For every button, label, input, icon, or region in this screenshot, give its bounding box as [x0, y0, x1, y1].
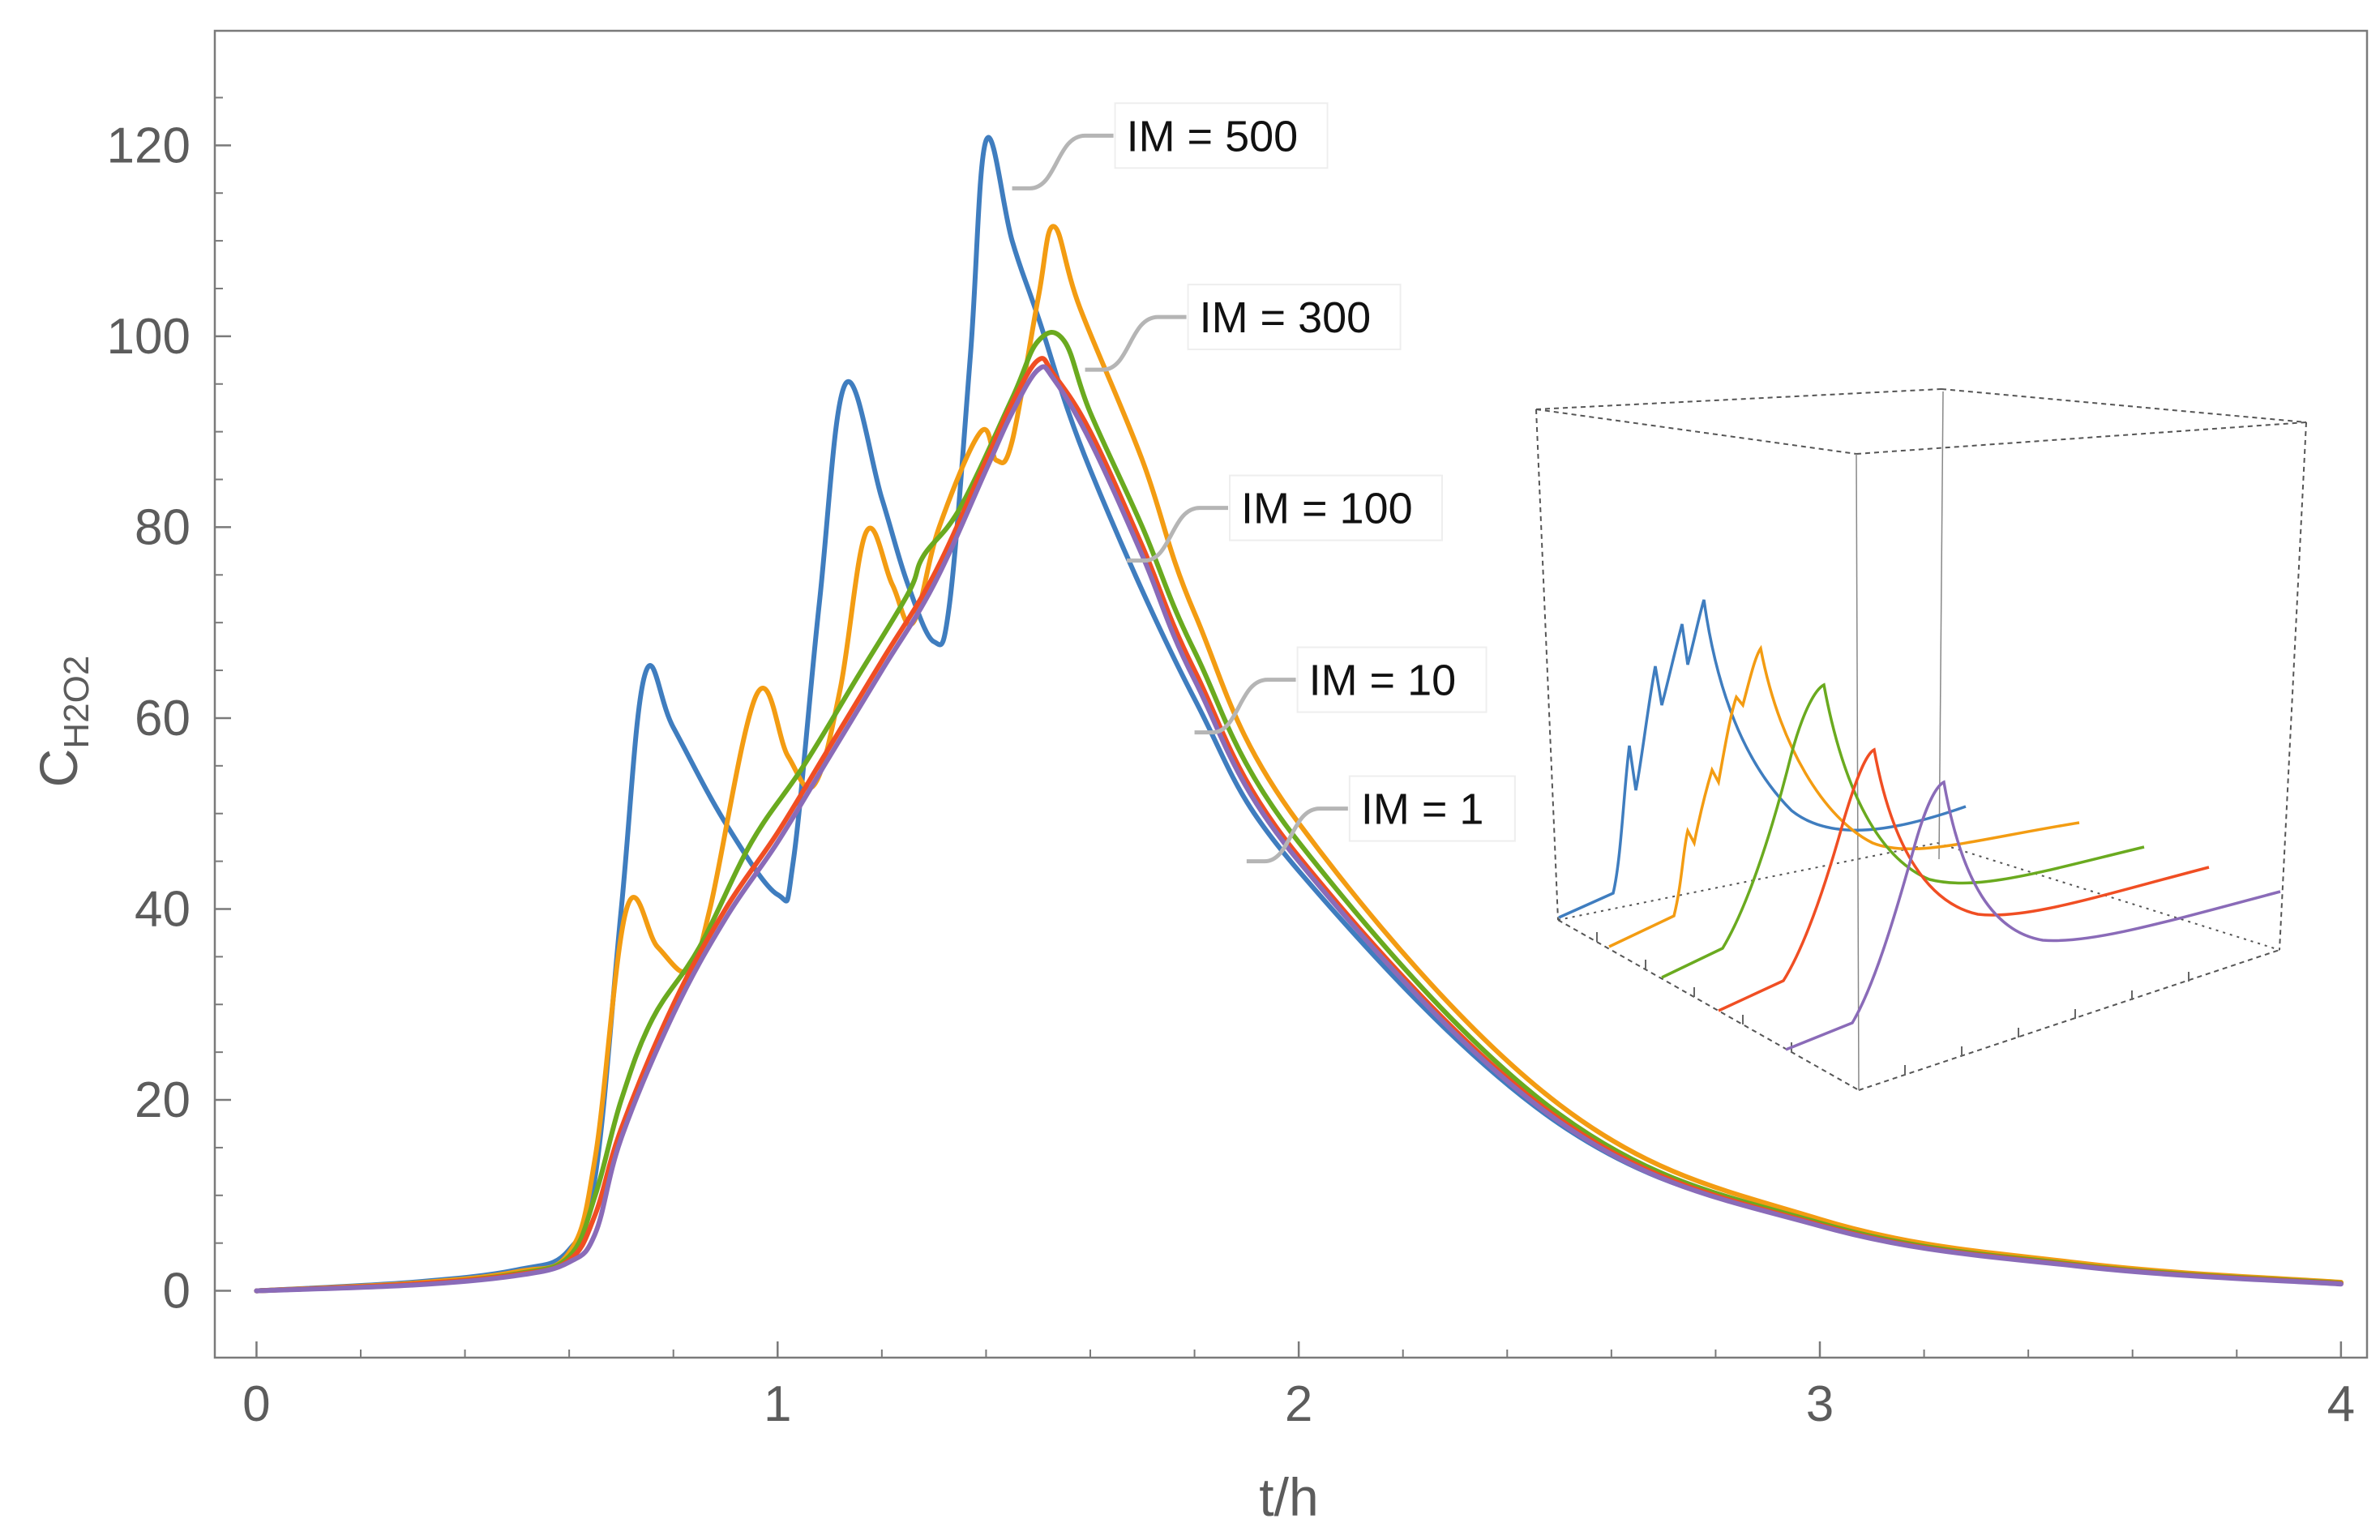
series-line-im-300 — [254, 224, 2344, 1294]
callout-label: IM = 1 — [1361, 785, 1484, 834]
x-tick-label: 3 — [1806, 1376, 1834, 1432]
y-axis-title-main: C — [28, 749, 88, 788]
x-axis-ticks: 0 1 2 3 4 — [242, 1341, 2355, 1432]
callout-box — [1229, 474, 1443, 541]
inset-axis-ticks — [1596, 932, 2190, 1075]
inset-curve — [1785, 780, 2281, 1051]
inset-curve — [1718, 747, 2210, 1012]
y-tick-label: 120 — [107, 118, 190, 173]
x-tick-label: 0 — [242, 1376, 270, 1432]
inset-curve — [1558, 599, 1967, 919]
callout-leader — [1012, 133, 1114, 190]
y-axis-title-subscript: H2O2 — [57, 656, 96, 749]
inset-curve — [1608, 644, 2080, 948]
inset-curve — [1661, 682, 2145, 979]
inset-curves — [1558, 599, 2281, 1051]
callout-box — [1348, 775, 1516, 842]
x-tick-label: 1 — [764, 1376, 791, 1432]
series-callouts: IM = 500 IM = 300 IM = 100 IM = 10 IM = 1 — [1012, 102, 1516, 864]
series-line-im-1 — [254, 364, 2344, 1294]
callout-label: IM = 500 — [1127, 112, 1299, 160]
y-axis-ticks: 0 20 40 60 80 100 120 — [107, 96, 231, 1320]
callout-label: IM = 300 — [1200, 293, 1372, 342]
callout-leader — [1127, 506, 1228, 563]
plot-frame — [213, 29, 2369, 1359]
callout-leader — [1085, 314, 1187, 372]
y-tick-label: 60 — [135, 691, 190, 746]
x-tick-label: 2 — [1285, 1376, 1312, 1432]
y-axis-title: CH2O2 — [28, 656, 96, 788]
y-tick-label: 0 — [163, 1264, 190, 1320]
y-tick-label: 80 — [135, 499, 190, 555]
inset-box-edges — [1535, 388, 2307, 1091]
inset-3d-plot — [1535, 388, 2307, 1091]
y-tick-label: 20 — [135, 1072, 190, 1128]
y-tick-label: 40 — [135, 881, 190, 937]
callout-leader — [1246, 806, 1348, 864]
x-axis-title: t/h — [1259, 1467, 1318, 1527]
callout-leader — [1194, 678, 1296, 735]
callout-box — [1187, 284, 1402, 351]
callout-label: IM = 10 — [1309, 657, 1457, 705]
callout-box — [1114, 102, 1329, 169]
x-tick-label: 4 — [2327, 1376, 2355, 1432]
series-lines — [254, 135, 2344, 1294]
series-line-im-500 — [254, 135, 2344, 1294]
inset-vertical-lines — [1856, 391, 1944, 1091]
y-tick-label: 100 — [107, 309, 190, 365]
callout-box — [1296, 646, 1488, 713]
callout-label: IM = 100 — [1241, 485, 1413, 533]
